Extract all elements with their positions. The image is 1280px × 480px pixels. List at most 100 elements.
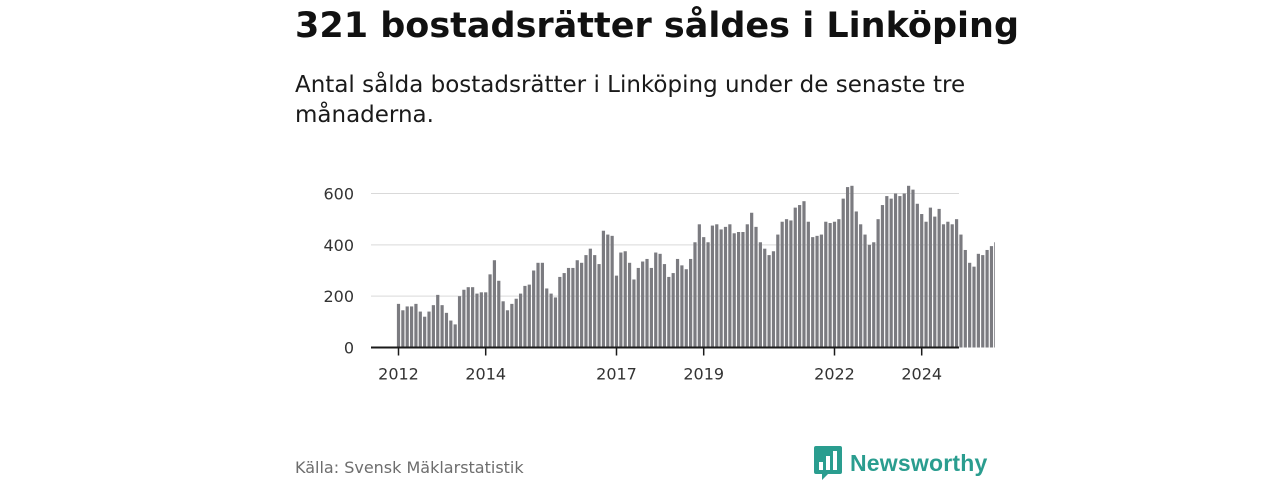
- bar: [806, 221, 810, 348]
- bar: [719, 229, 723, 348]
- bar: [889, 198, 893, 348]
- bar: [479, 292, 483, 348]
- bar: [405, 306, 409, 348]
- bar: [976, 253, 980, 348]
- bar: [571, 267, 575, 348]
- y-tick-label: 400: [323, 236, 354, 255]
- bar: [937, 208, 941, 348]
- bar: [436, 294, 440, 348]
- bar: [981, 255, 985, 348]
- bar: [588, 248, 592, 348]
- newsworthy-brand: Newsworthy: [814, 446, 987, 480]
- bar: [989, 246, 994, 348]
- bar: [789, 220, 793, 348]
- bar: [505, 310, 510, 348]
- bar: [898, 196, 902, 348]
- bar: [876, 219, 880, 348]
- bar: [501, 301, 505, 348]
- bar: [933, 216, 937, 348]
- bar: [396, 303, 401, 348]
- bar: [811, 237, 815, 348]
- bar: [440, 305, 444, 348]
- bar: [915, 203, 919, 348]
- chart-subtitle: Antal sålda bostadsrätter i Linköping un…: [295, 72, 966, 128]
- bar: [793, 207, 797, 348]
- bar: [449, 320, 453, 348]
- bar: [484, 292, 488, 348]
- bar: [828, 223, 832, 348]
- bar: [475, 293, 479, 348]
- bar: [732, 233, 736, 348]
- bar: [427, 311, 431, 348]
- x-tick-label: 2022: [814, 365, 855, 384]
- bar: [658, 253, 662, 348]
- bar: [471, 287, 475, 348]
- bar: [741, 232, 745, 348]
- bar: [959, 234, 963, 348]
- bar: [706, 242, 710, 348]
- bar: [466, 287, 470, 348]
- bar: [893, 193, 898, 348]
- bar: [968, 262, 972, 348]
- bar: [946, 221, 950, 348]
- bar: [819, 234, 824, 348]
- bar: [593, 255, 597, 348]
- y-tick-label: 200: [323, 287, 354, 306]
- bar: [510, 303, 514, 348]
- bar: [457, 296, 462, 348]
- bar: [409, 306, 414, 348]
- bar: [488, 274, 492, 348]
- bar: [558, 276, 562, 348]
- bar: [872, 242, 876, 348]
- bar: [950, 224, 954, 348]
- bar: [453, 324, 457, 348]
- bar: [667, 276, 671, 348]
- bar: [924, 221, 928, 348]
- bar: [497, 280, 501, 348]
- bar: [518, 293, 523, 348]
- bar: [418, 311, 422, 348]
- bar: [619, 252, 623, 348]
- bar: [728, 224, 732, 348]
- x-tick-label: 2017: [596, 365, 637, 384]
- newsworthy-logo-icon: [814, 446, 842, 480]
- bar: [702, 237, 706, 348]
- bar: [562, 273, 566, 348]
- bar: [601, 230, 606, 348]
- bar: [684, 269, 688, 348]
- bar: [780, 221, 784, 348]
- bar: [837, 219, 841, 348]
- bar: [540, 262, 544, 348]
- bar: [627, 262, 632, 348]
- bar: [824, 221, 828, 348]
- bar: [623, 251, 627, 348]
- bar: [545, 288, 549, 348]
- chart-title: 321 bostadsrätter såldes i Linköping: [295, 6, 1019, 46]
- bar: [575, 260, 579, 348]
- bar: [610, 235, 614, 348]
- bar: [902, 193, 906, 348]
- bar: [736, 232, 741, 348]
- bar: [841, 198, 845, 348]
- bar: [549, 293, 553, 348]
- bar: [972, 266, 976, 348]
- bar: [985, 249, 989, 348]
- bar: [815, 235, 819, 348]
- bar: [401, 310, 405, 348]
- bar: [532, 270, 536, 348]
- bar: [850, 185, 854, 348]
- bar: [802, 201, 806, 348]
- bar: [636, 267, 640, 348]
- bar: [776, 234, 780, 348]
- bar: [784, 219, 789, 348]
- bar: [606, 234, 610, 348]
- y-tick-label: 600: [323, 185, 354, 204]
- bar: [715, 224, 719, 348]
- bar: [880, 205, 885, 348]
- bar: [907, 185, 911, 348]
- bar: [553, 297, 558, 348]
- bar: [423, 316, 427, 348]
- bar: [954, 219, 959, 348]
- bar: [911, 189, 915, 348]
- bar: [414, 303, 418, 348]
